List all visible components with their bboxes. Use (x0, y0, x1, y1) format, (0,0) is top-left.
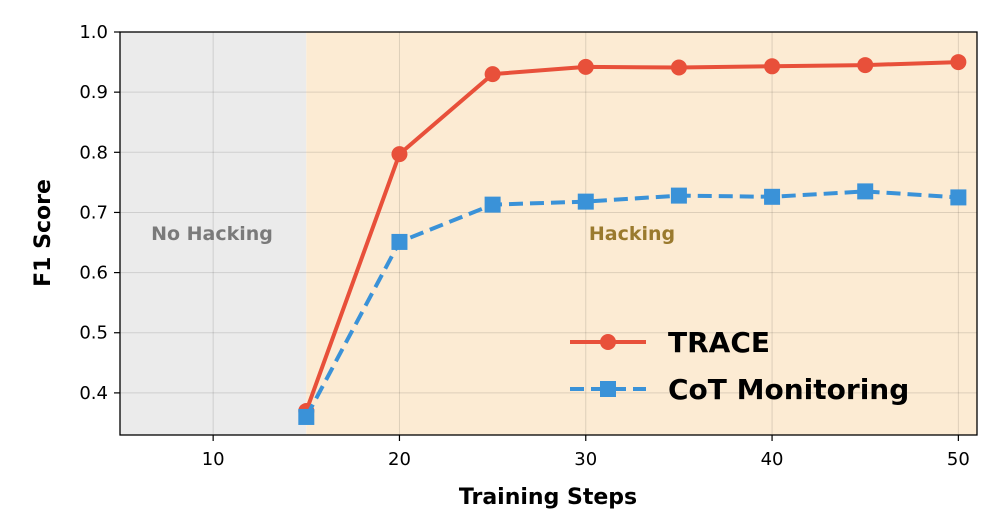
data-point (670, 187, 687, 204)
x-tick-label: 40 (761, 449, 784, 470)
y-tick-label: 1.0 (79, 22, 108, 43)
data-point (391, 146, 408, 163)
x-tick-label: 20 (388, 449, 411, 470)
x-tick-label: 50 (947, 449, 970, 470)
legend-label: TRACE (668, 326, 770, 359)
y-tick-label: 0.6 (79, 263, 108, 284)
y-axis-title: F1 Score (31, 179, 56, 287)
x-tick-label: 30 (574, 449, 597, 470)
y-tick-label: 0.5 (79, 323, 108, 344)
series-line (304, 60, 959, 412)
x-axis-title: Training Steps (459, 485, 637, 510)
data-point (577, 58, 594, 75)
data-point (391, 233, 408, 250)
series-lines (298, 54, 967, 425)
series-line (304, 189, 959, 418)
legend: TRACE CoT Monitoring (570, 326, 909, 406)
region-labels: No Hacking Hacking (151, 223, 675, 245)
plot-frame (119, 31, 978, 436)
data-point (764, 188, 781, 205)
region-label: No Hacking (151, 223, 273, 245)
data-point (670, 59, 687, 76)
axis-ticks: 10 20 30 40 50 0.4 0.5 0.6 0.7 0.8 0.9 1.0 (79, 22, 969, 470)
region-label: Hacking (589, 223, 675, 245)
data-point (857, 183, 874, 200)
data-point (857, 57, 874, 74)
data-point (950, 189, 967, 206)
legend-marker (600, 381, 616, 397)
y-tick-label: 0.4 (79, 383, 108, 404)
data-point (577, 193, 594, 210)
region-no-hacking (120, 32, 307, 435)
y-tick-label: 0.8 (79, 142, 108, 163)
y-tick-label: 0.7 (79, 202, 108, 223)
data-point (764, 58, 781, 75)
data-point (484, 66, 501, 83)
legend-marker (600, 334, 616, 350)
shaded-regions (120, 32, 978, 435)
legend-label: CoT Monitoring (668, 373, 909, 406)
data-point (950, 54, 967, 71)
y-tick-label: 0.9 (79, 82, 108, 103)
x-tick-label: 10 (202, 449, 225, 470)
data-point (298, 408, 315, 425)
data-point (484, 196, 501, 213)
